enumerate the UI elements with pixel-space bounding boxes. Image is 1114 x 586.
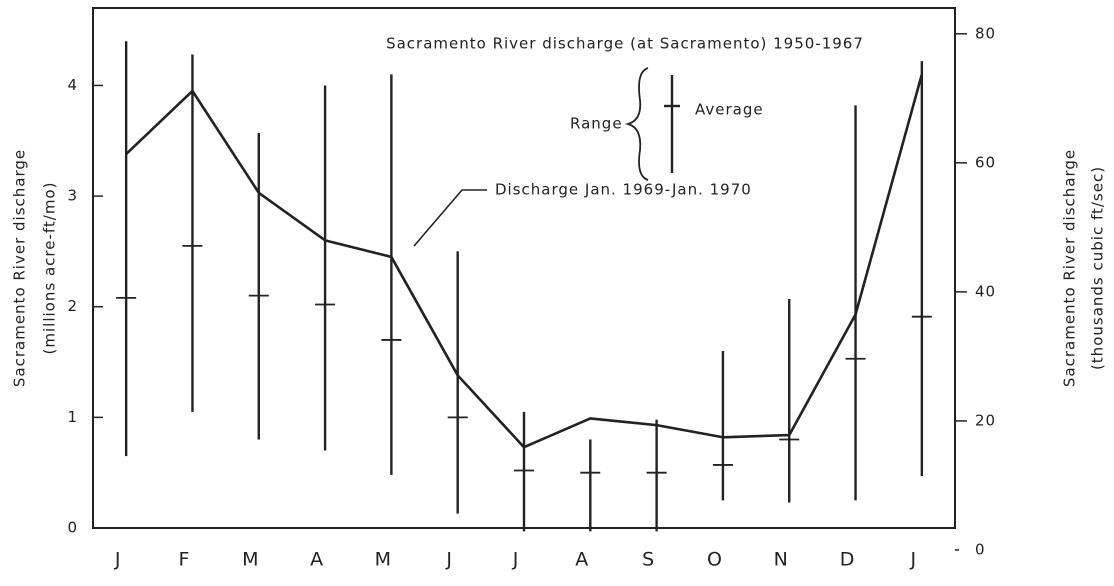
x-tick-label: D — [840, 549, 856, 571]
x-tick-label: J — [114, 549, 122, 571]
y-tick-label: 4 — [67, 76, 78, 94]
y-tick-label: 3 — [67, 187, 78, 205]
x-tick-label: A — [575, 549, 589, 571]
y2-tick-label: 20 — [975, 411, 996, 429]
legend-range: Range — [570, 115, 623, 133]
chart-title: Sacramento River discharge (at Sacrament… — [386, 35, 864, 53]
x-tick-label: A — [310, 549, 324, 571]
y-axis-subtitle: (millions acre-ft/mo) — [41, 182, 59, 355]
y2-axis-subtitle: (thousands cubic ft/sec) — [1089, 166, 1107, 370]
x-tick-label: S — [642, 549, 655, 571]
y-tick-label: 2 — [67, 297, 78, 315]
y-tick-label: 1 — [67, 408, 78, 426]
x-tick-label: M — [375, 549, 392, 571]
y-tick-label: 0 — [67, 519, 78, 537]
y2-tick-label: 0 — [975, 540, 986, 558]
y2-tick-label: 80 — [975, 24, 996, 42]
x-tick-label: J — [512, 549, 520, 571]
x-tick-label: M — [242, 549, 259, 571]
x-tick-label: J — [910, 549, 918, 571]
y2-axis-title: Sacramento River discharge — [1061, 149, 1079, 387]
line-annotation: Discharge Jan. 1969-Jan. 1970 — [495, 181, 752, 199]
y2-tick-label: 40 — [975, 282, 996, 300]
x-tick-label: J — [445, 549, 453, 571]
x-tick-label: F — [178, 549, 190, 571]
y2-tick-label: 60 — [975, 153, 996, 171]
x-tick-label: N — [774, 549, 789, 571]
annotation-leader — [413, 189, 487, 247]
discharge-line — [125, 74, 924, 449]
y-axis-title: Sacramento River discharge — [11, 149, 29, 387]
legend-average: Average — [695, 101, 764, 119]
x-tick-label: O — [707, 549, 723, 571]
legend-brace — [624, 67, 649, 181]
